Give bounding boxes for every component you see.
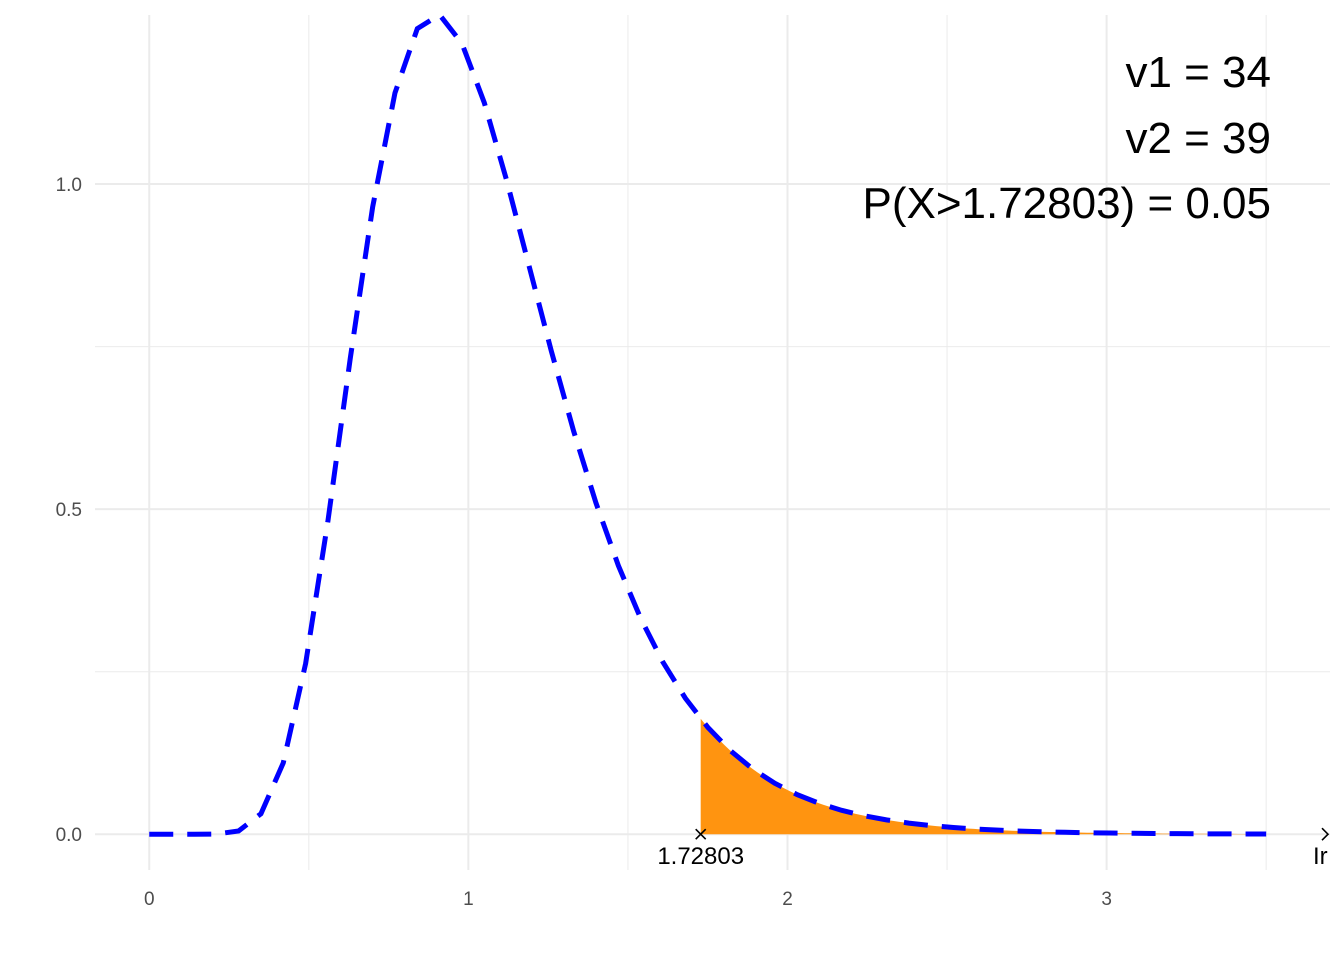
x-tick-label: 0 — [144, 889, 155, 910]
upper-bound-label: Ir — [1313, 843, 1328, 870]
axis-markers: 1.72803 Ir — [657, 827, 1330, 870]
annotation-line: P(X>1.72803) = 0.05 — [862, 179, 1271, 228]
annotation-line: v2 = 39 — [1125, 114, 1271, 163]
x-tick-label: 2 — [782, 889, 793, 910]
x-tick-label: 1 — [463, 889, 474, 910]
annotation-line: v1 = 34 — [1125, 48, 1271, 97]
minor-gridlines — [95, 15, 1330, 870]
density-curve — [149, 11, 1267, 837]
major-gridlines — [95, 15, 1330, 870]
x-axis-tick-labels: 0 1 2 3 — [144, 889, 1112, 910]
critical-value-marker — [695, 828, 707, 840]
annotation-text-block: v1 = 34 v2 = 39 P(X>1.72803) = 0.05 — [862, 48, 1271, 228]
y-tick-label: 0.5 — [56, 500, 82, 521]
upper-bound-marker — [1321, 827, 1330, 841]
tail-probability-area — [700, 718, 1267, 835]
y-tick-label: 0.0 — [56, 825, 82, 846]
x-tick-label: 3 — [1101, 889, 1112, 910]
y-axis-tick-labels: 0.0 0.5 1.0 — [56, 175, 82, 846]
y-tick-label: 1.0 — [56, 175, 82, 196]
critical-value-label: 1.72803 — [657, 843, 744, 870]
